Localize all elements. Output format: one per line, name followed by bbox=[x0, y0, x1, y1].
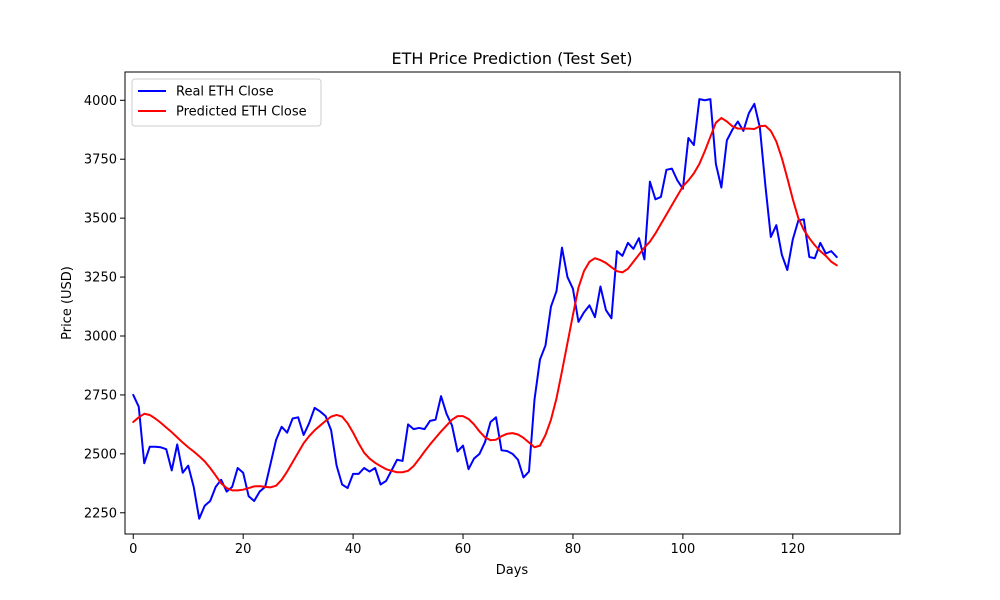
x-axis: 0 20 40 60 80 100 120 bbox=[129, 534, 805, 557]
x-tick-label: 80 bbox=[565, 542, 582, 557]
series-line-real bbox=[132, 98, 838, 520]
y-tick-label: 2500 bbox=[84, 447, 117, 462]
y-tick-label: 3750 bbox=[84, 153, 117, 168]
legend-label: Predicted ETH Close bbox=[176, 105, 307, 120]
x-tick-label: 40 bbox=[345, 542, 362, 557]
x-tick-label: 60 bbox=[455, 542, 472, 557]
x-tick-label: 20 bbox=[235, 542, 252, 557]
y-tick-label: 4000 bbox=[84, 94, 117, 109]
y-axis-label: Price (USD) bbox=[60, 266, 75, 340]
series-layer bbox=[132, 98, 838, 520]
y-tick-label: 3000 bbox=[84, 330, 117, 345]
y-tick-label: 3500 bbox=[84, 212, 117, 227]
y-tick-label: 2250 bbox=[84, 506, 117, 521]
plot-frame bbox=[124, 71, 901, 535]
x-axis-label: Days bbox=[496, 563, 529, 578]
series-line-predicted bbox=[132, 116, 838, 492]
y-tick-label: 2750 bbox=[84, 388, 117, 403]
legend: Real ETH Close Predicted ETH Close bbox=[131, 78, 322, 127]
x-tick-label: 100 bbox=[670, 542, 695, 557]
chart-title: ETH Price Prediction (Test Set) bbox=[391, 49, 632, 68]
legend-label: Real ETH Close bbox=[176, 85, 274, 100]
y-axis: 2250 2500 2750 3000 3250 3500 3750 4000 bbox=[84, 94, 125, 521]
x-tick-label: 120 bbox=[780, 542, 805, 557]
legend-box bbox=[131, 78, 322, 127]
y-tick-label: 3250 bbox=[84, 271, 117, 286]
x-tick-label: 0 bbox=[129, 542, 137, 557]
